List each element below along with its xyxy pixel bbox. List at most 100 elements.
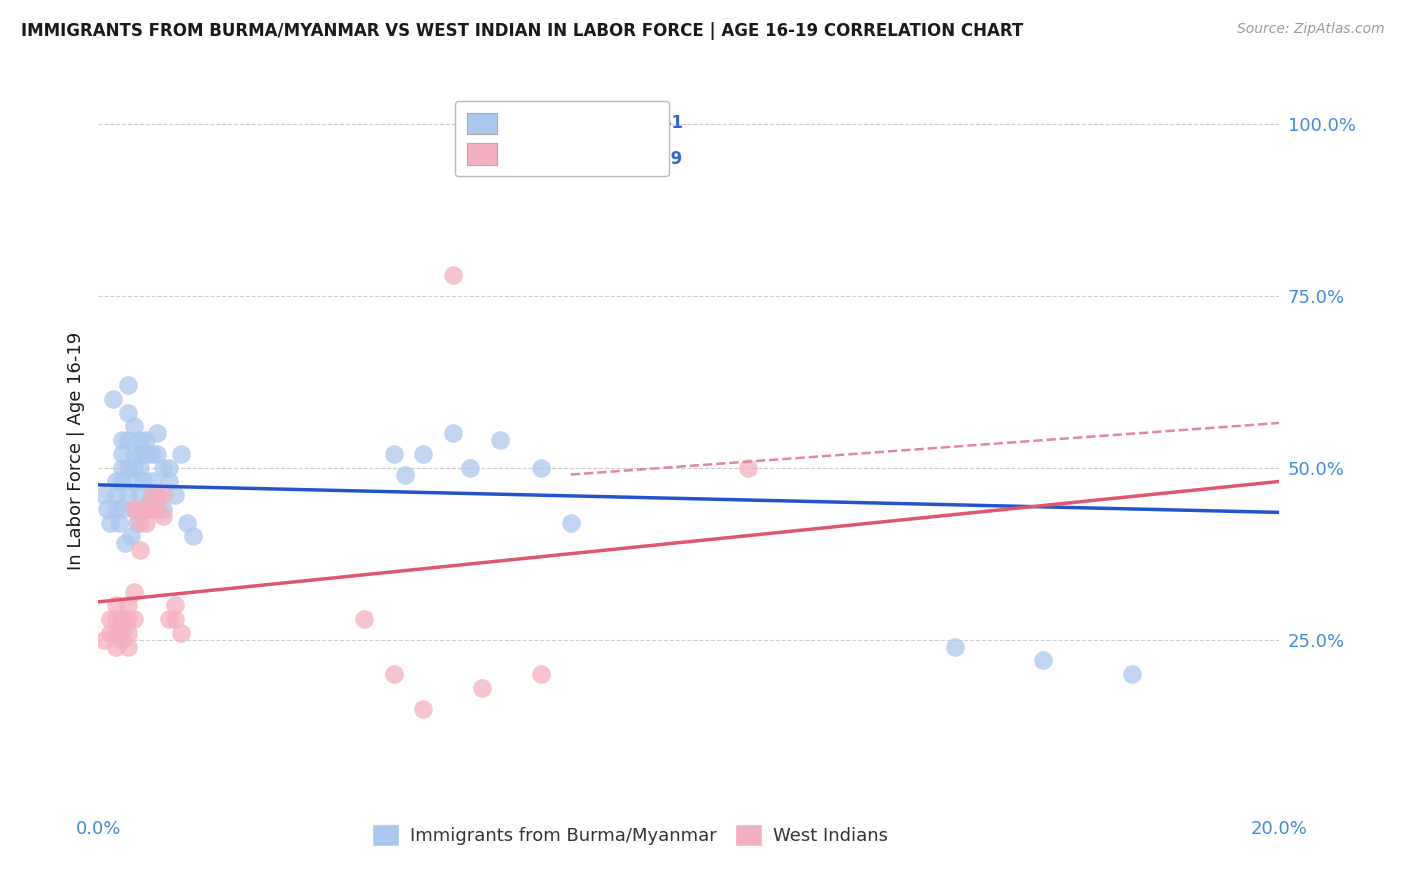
Point [152,488,174,502]
Point [1032,653,1054,667]
Point [181,529,204,543]
Point [117,433,139,447]
Point [141,502,163,516]
Point [128,460,150,475]
Point [122,460,145,475]
Point [157,612,180,626]
Point [141,488,163,502]
Point [128,433,150,447]
Point [143,488,166,502]
Point [111,460,134,475]
Text: N =: N = [617,114,665,132]
Point [117,599,139,613]
Point [114,536,136,550]
Point [111,612,134,626]
Point [135,502,157,516]
Text: R =: R = [520,151,557,169]
Text: Source: ZipAtlas.com: Source: ZipAtlas.com [1237,22,1385,37]
Point [125,516,148,530]
Text: 61: 61 [659,114,683,132]
Point [135,516,157,530]
Point [165,612,187,626]
Point [141,475,163,489]
Text: 39: 39 [659,151,683,169]
Point [152,508,174,523]
Text: N =: N = [617,151,665,169]
Point [120,529,142,543]
Point [105,640,128,654]
Point [170,625,193,640]
Text: R =: R = [520,114,557,132]
Point [117,612,139,626]
Point [146,488,169,502]
Point [98,612,121,626]
Text: 0.287: 0.287 [571,151,623,169]
Point [98,625,121,640]
Point [157,475,180,489]
Point [128,502,150,516]
Text: -0.081: -0.081 [571,114,630,132]
Point [152,502,174,516]
Point [128,543,150,558]
Point [135,447,157,461]
Text: IMMIGRANTS FROM BURMA/MYANMAR VS WEST INDIAN IN LABOR FORCE | AGE 16-19 CORRELAT: IMMIGRANTS FROM BURMA/MYANMAR VS WEST IN… [21,22,1024,40]
Point [111,433,134,447]
Point [441,268,464,282]
Point [105,612,128,626]
Point [132,475,155,489]
Point [117,378,139,392]
Point [122,584,145,599]
Point [105,475,128,489]
Point [122,419,145,434]
Point [382,447,405,461]
Point [117,488,139,502]
Point [111,502,134,516]
Point [105,488,128,502]
Point [737,460,759,475]
Point [122,502,145,516]
Point [128,447,150,461]
Point [111,632,134,647]
Point [141,447,163,461]
Point [460,460,482,475]
Point [108,516,131,530]
Point [165,599,187,613]
Point [105,625,128,640]
Point [530,667,553,681]
Point [117,625,139,640]
Point [128,488,150,502]
Point [93,488,115,502]
Point [382,667,405,681]
Y-axis label: In Labor Force | Age 16-19: In Labor Force | Age 16-19 [66,331,84,570]
Point [141,502,163,516]
Point [105,599,128,613]
Point [560,516,582,530]
Point [93,632,115,647]
Point [152,460,174,475]
Point [146,502,169,516]
Point [98,516,121,530]
Point [157,460,180,475]
Point [138,495,160,509]
Point [170,447,193,461]
Point [530,460,553,475]
Point [128,516,150,530]
Point [489,433,512,447]
Point [353,612,375,626]
Point [117,640,139,654]
Point [1121,667,1143,681]
Point [176,516,198,530]
Point [96,502,118,516]
Point [103,392,125,406]
Legend: Immigrants from Burma/Myanmar, West Indians: Immigrants from Burma/Myanmar, West Indi… [364,817,896,854]
Point [165,488,187,502]
Point [394,467,416,482]
Point [146,426,169,441]
Point [412,701,434,715]
Point [111,625,134,640]
Point [111,475,134,489]
Point [105,502,128,516]
Point [943,640,966,654]
Point [135,433,157,447]
Point [117,460,139,475]
